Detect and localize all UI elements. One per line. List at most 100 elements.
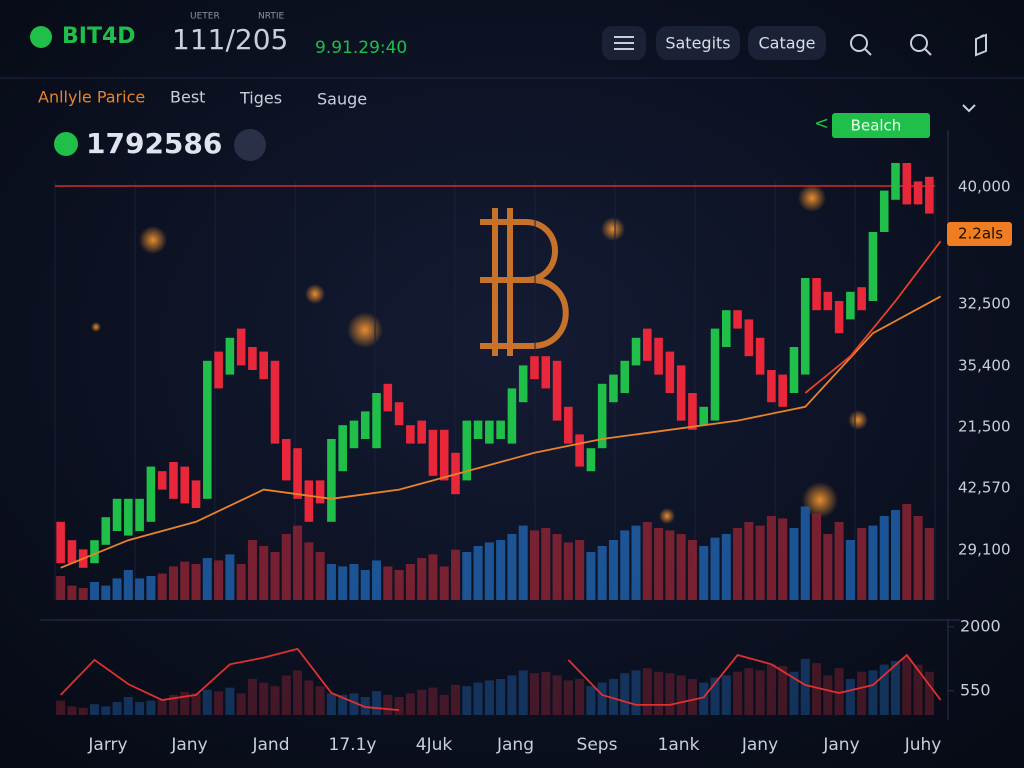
indicator-bar [620,673,630,715]
indicator-bar [891,661,901,715]
volume-bar [823,534,833,600]
indicator-bar [202,689,212,715]
indicator-bar [236,693,246,715]
volume-bar [202,558,212,600]
button[interactable] [656,26,740,60]
indicator-bar [518,670,528,715]
ma2-line [804,240,942,394]
volume-bar [78,588,88,600]
back[interactable]: < [814,113,829,134]
indicator-bar [631,670,641,715]
volume-bar [112,578,122,600]
candle [101,517,111,545]
glows [91,184,868,524]
candle [112,498,122,531]
indicator-bar [281,675,291,715]
indicator-bar [857,671,867,715]
indicator-bar [123,697,133,715]
volume-bar [924,528,934,600]
price-label: 40,000 [958,178,1011,196]
button[interactable] [748,26,826,60]
volume-bar [383,566,393,600]
dropdown[interactable] [962,104,976,113]
candle [665,351,675,393]
price-tag-bg [947,222,1012,246]
action-button[interactable] [832,113,930,138]
plot: 2000 550 40,000 32,500 35,400 21,500 42,570 29,… [54,163,1012,755]
volume-bar [789,528,799,600]
indicator-bar [789,671,799,715]
candle [812,278,821,311]
indicator-bar [913,664,923,715]
candle [891,163,900,200]
volume-bar [541,528,551,600]
volume-bar [665,530,675,600]
candle [778,374,787,407]
indicator-bar [710,677,720,715]
volume-bar [620,530,630,600]
indicator-bar [191,693,201,715]
pair: 111/205 [172,23,288,56]
volume-bar [101,585,111,600]
tab[interactable]: Sauge [317,90,367,109]
candle [281,439,291,481]
indicator-bar [270,686,280,715]
volume-bar [326,564,336,600]
candle [755,337,765,375]
indicator-bar [214,691,224,715]
ma-line [60,295,942,569]
volume-bar [496,540,506,600]
volume-bar [484,542,494,600]
indicator-bar [766,664,776,715]
candle [56,521,65,564]
indicator-bar [529,673,539,715]
candle [191,480,201,508]
price-label: 21,500 [958,418,1011,436]
volume-bar [552,534,562,600]
volume-bar [676,534,686,600]
indicator-bar [496,679,506,715]
volume-bar [654,528,664,600]
candle [552,360,562,421]
indicator-bar [733,671,743,715]
volume-bar [225,554,235,600]
indicator-bar [642,668,652,715]
candle [564,406,573,444]
volume-bar [529,530,539,600]
tab[interactable]: Anllyle Parice [38,88,145,107]
candle [575,434,584,467]
volume-bar [721,534,731,600]
candle [834,301,844,334]
volume-bar [710,537,720,600]
indicator-bar [868,670,878,715]
indicator-bar [101,706,111,715]
price-label: 32,500 [958,295,1011,313]
candle [180,466,190,504]
volume-bar [405,564,415,600]
indicator-bar [247,679,257,715]
candle [462,420,472,481]
menu-icon [614,36,634,50]
indicator-bar [372,691,382,715]
volume-bar [913,516,923,600]
logo: BIT4D [62,24,136,49]
indicator-bar [575,679,585,715]
candle [157,471,167,490]
price-tag: 2.2als [958,225,1003,243]
indicator-bar [135,702,145,715]
candle [236,328,246,366]
candle [688,393,697,430]
tab[interactable]: Tiges [239,89,282,108]
price: 1792586 [86,127,222,160]
indicator-bar [755,670,765,715]
volume-bar [845,540,855,600]
candle [857,287,866,311]
action-label: Bealch [851,117,902,135]
volume-bar [157,573,167,600]
indicator-bar [405,693,415,715]
volume-bar [597,546,607,600]
x-label: Jany [741,735,778,755]
toggle[interactable] [234,129,266,161]
tab[interactable]: Best [170,88,205,107]
